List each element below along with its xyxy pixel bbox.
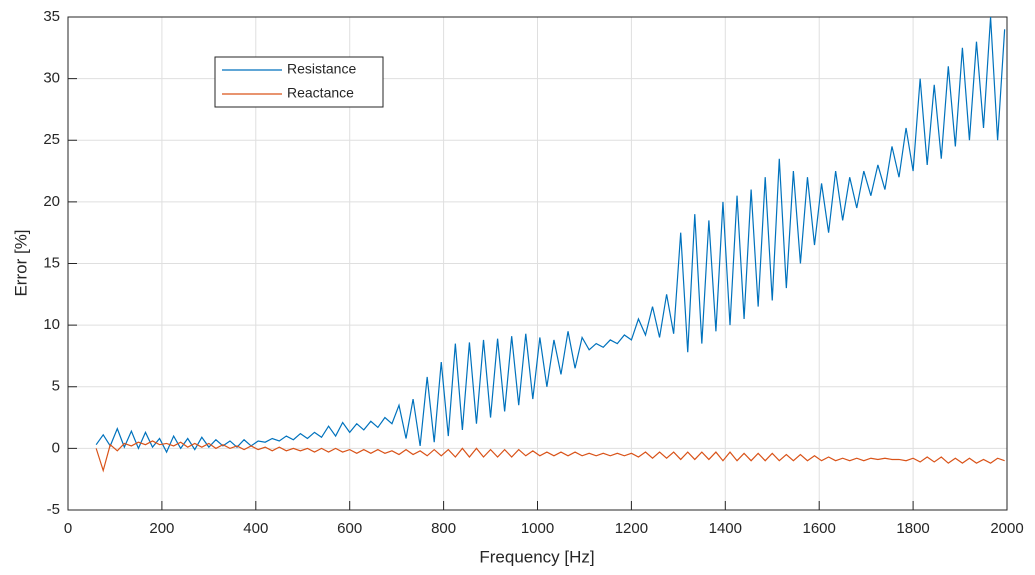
x-tick-label: 1400 (709, 520, 742, 537)
x-tick-label: 2000 (990, 520, 1023, 537)
y-tick-label: 10 (43, 316, 60, 333)
y-axis-label: Error [%] (11, 229, 30, 296)
y-tick-label: 25 (43, 131, 60, 148)
y-tick-label: 0 (52, 439, 60, 456)
y-tick-label: 5 (52, 378, 60, 395)
data-line (95, 16, 1006, 454)
data-line (95, 440, 1005, 473)
y-tick-label: 35 (43, 8, 60, 25)
y-tick-label: 30 (43, 70, 60, 87)
x-tick-label: 1800 (896, 520, 929, 537)
x-tick-label: 1000 (521, 520, 554, 537)
y-tick-label: 15 (43, 254, 60, 271)
x-axis-label: Frequency [Hz] (479, 547, 594, 566)
x-tick-label: 0 (64, 520, 72, 537)
y-tick-label: 20 (43, 193, 60, 210)
x-tick-label: 1200 (615, 520, 648, 537)
legend-label: Reactance (287, 85, 354, 101)
legend-label: Resistance (287, 61, 356, 77)
legend-box (214, 56, 384, 108)
x-tick-label: 200 (149, 520, 174, 537)
y-tick-label: -5 (47, 501, 60, 518)
x-tick-label: 800 (431, 520, 456, 537)
plot-box (67, 16, 1008, 511)
x-tick-label: 1600 (803, 520, 836, 537)
x-tick-label: 600 (337, 520, 362, 537)
x-tick-label: 400 (243, 520, 268, 537)
